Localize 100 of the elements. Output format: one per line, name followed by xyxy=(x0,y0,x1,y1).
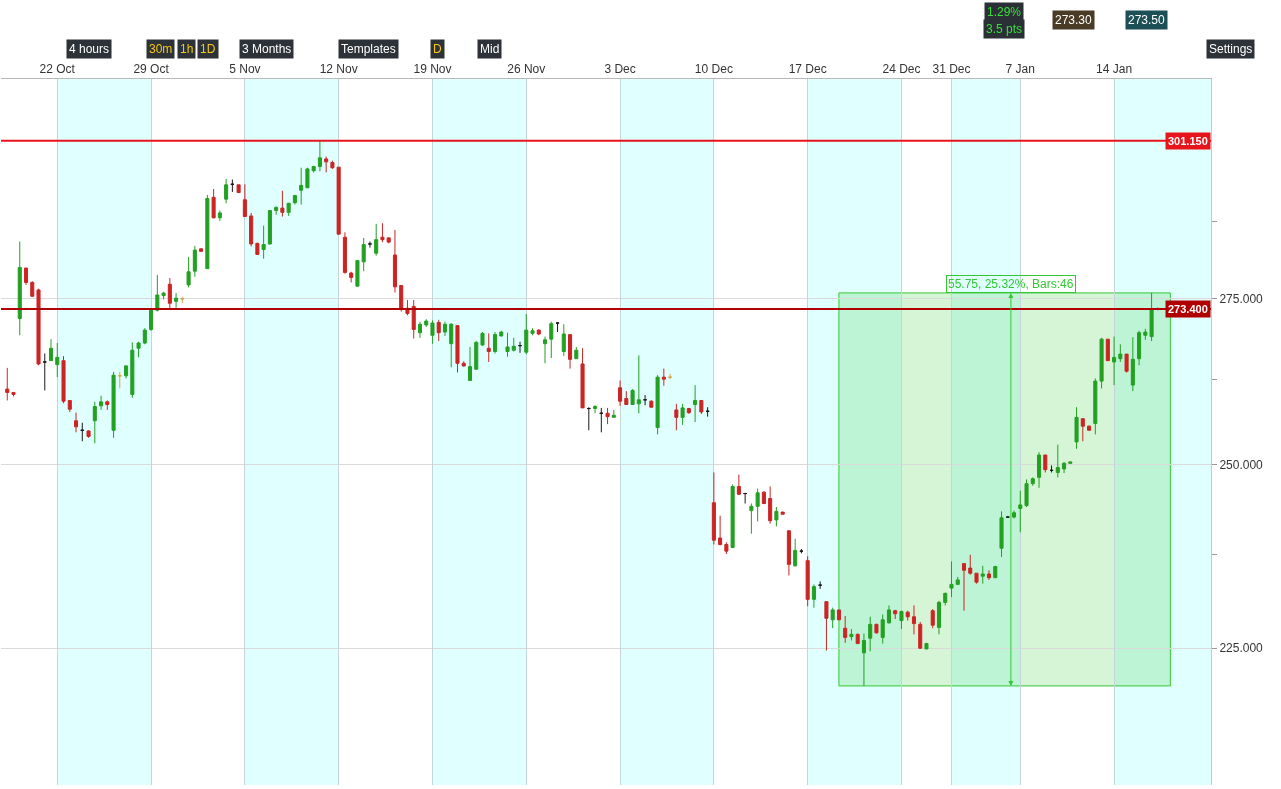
candlestick xyxy=(1124,353,1129,374)
candlestick xyxy=(980,565,985,585)
candlestick xyxy=(874,623,879,635)
candlestick xyxy=(861,633,866,687)
ref-line-label: 301.150 xyxy=(1168,135,1208,147)
candlestick xyxy=(768,485,773,525)
candlestick xyxy=(449,322,454,368)
candlestick xyxy=(918,621,923,650)
x-tick-label: 29 Oct xyxy=(133,62,170,77)
candlestick xyxy=(611,409,616,418)
candlestick xyxy=(142,327,147,345)
candlestick xyxy=(367,241,372,249)
candlestick xyxy=(593,404,598,414)
x-tick-label: 24 Dec xyxy=(882,62,921,77)
candlestick xyxy=(824,601,829,652)
candlestick xyxy=(1080,418,1085,442)
candlestick xyxy=(230,179,235,193)
candlestick xyxy=(1043,454,1048,473)
candlestick xyxy=(417,321,422,339)
candlestick xyxy=(349,271,354,283)
candlestick xyxy=(1068,460,1073,465)
candlestick xyxy=(661,368,666,387)
candlestick xyxy=(455,325,460,374)
candlestick xyxy=(686,407,691,415)
candlestick xyxy=(905,610,910,622)
candlestick xyxy=(730,483,735,549)
candlestick xyxy=(549,321,554,359)
candlestick xyxy=(249,212,254,247)
candlestick xyxy=(1137,330,1142,366)
candlestick xyxy=(843,615,848,644)
candlestick xyxy=(205,194,210,270)
candlestick xyxy=(1074,406,1079,450)
candlestick xyxy=(555,321,560,333)
candlestick xyxy=(55,342,60,378)
candlestick xyxy=(580,347,585,409)
candlestick xyxy=(424,318,429,328)
candlestick xyxy=(30,280,35,298)
candlestick xyxy=(605,407,610,425)
candlestick xyxy=(705,406,710,418)
candlestick xyxy=(36,288,41,366)
candlestick xyxy=(517,341,523,354)
candlestick xyxy=(386,237,391,244)
candlestick xyxy=(811,583,816,609)
candlestick xyxy=(80,422,85,442)
candlestick xyxy=(42,352,47,391)
candlestick xyxy=(618,379,623,407)
candlestick xyxy=(574,346,579,360)
candlestick xyxy=(130,341,135,399)
candlestick xyxy=(17,241,22,336)
candlestick xyxy=(105,401,110,411)
y-tick-label: 275.000 xyxy=(1219,292,1264,306)
candlestick xyxy=(267,210,272,246)
candlestick xyxy=(911,604,916,635)
candlestick xyxy=(961,563,967,612)
candlestick xyxy=(711,471,716,546)
text: 273.30 xyxy=(1055,13,1093,27)
candlestick xyxy=(699,399,704,415)
band-label: 55.75, 25.32%, Bars:46 xyxy=(948,277,1074,291)
candlestick xyxy=(599,407,604,433)
candlestick xyxy=(630,388,635,406)
candlestick xyxy=(317,140,322,172)
candlestick xyxy=(399,285,404,313)
candlestick xyxy=(805,555,810,607)
candlestick xyxy=(855,633,860,645)
candlestick xyxy=(693,384,698,423)
candlestick xyxy=(999,510,1004,558)
candlestick xyxy=(342,231,347,275)
x-tick-label: 12 Nov xyxy=(319,62,358,77)
candlestick xyxy=(136,341,141,358)
text: 4 hours xyxy=(69,42,110,56)
candlestick xyxy=(868,616,873,652)
candlestick xyxy=(5,367,10,401)
text: 3 Months xyxy=(242,42,292,56)
candlestick xyxy=(1030,476,1035,487)
candlestick xyxy=(236,184,241,194)
candlestick xyxy=(505,332,510,358)
candlestick xyxy=(568,334,573,370)
candlestick xyxy=(192,245,197,278)
candlestick xyxy=(624,390,629,406)
x-tick-label: 5 Nov xyxy=(229,62,261,77)
candlestick xyxy=(974,572,979,585)
candlestick xyxy=(774,506,779,527)
x-tick-label: 10 Dec xyxy=(694,62,733,77)
candlestick xyxy=(186,256,191,288)
candlestick xyxy=(92,401,97,444)
candlestick xyxy=(361,237,366,272)
candlestick xyxy=(986,569,992,581)
candlestick xyxy=(955,576,960,585)
candlestick xyxy=(524,313,529,355)
candlestick xyxy=(536,328,541,336)
candlestick xyxy=(211,188,216,219)
candlestick xyxy=(380,222,385,243)
candlestick xyxy=(830,607,835,629)
candlestick xyxy=(780,511,785,515)
candlestick xyxy=(67,399,72,413)
candlestick xyxy=(299,167,304,206)
candlestick xyxy=(936,600,942,635)
candlestick xyxy=(355,260,360,287)
candlestick xyxy=(1118,343,1123,363)
candlestick xyxy=(392,229,397,293)
